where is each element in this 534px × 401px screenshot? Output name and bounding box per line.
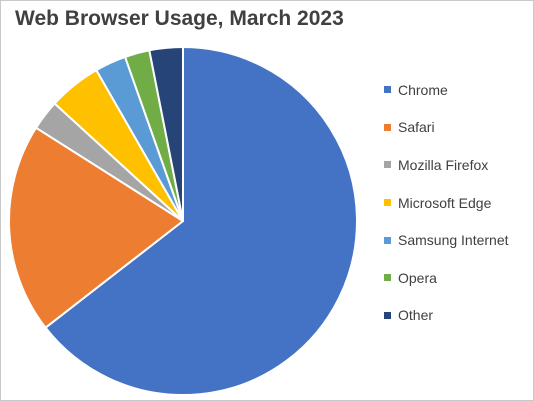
legend-item-chrome: Chrome [384,71,509,109]
legend-item-opera: Opera [384,259,509,297]
legend-item-samsung-internet: Samsung Internet [384,221,509,259]
legend-swatch [384,199,391,207]
pie-slice-chrome [44,46,358,396]
legend-item-safari: Safari [384,109,509,147]
legend-label: Opera [398,269,437,286]
legend-swatch [384,274,391,282]
legend-swatch [384,123,391,131]
legend-item-other: Other [384,297,509,335]
legend-label: Microsoft Edge [398,194,492,211]
legend-swatch [384,161,391,169]
chart-legend: Chrome Safari Mozilla Firefox Microsoft Edg… [384,71,509,334]
legend-label: Safari [398,119,435,136]
legend-item-mozilla-firefox: Mozilla Firefox [384,146,509,184]
chart-title: Web Browser Usage, March 2023 [15,7,344,30]
legend-item-microsoft-edge: Microsoft Edge [384,184,509,222]
legend-label: Samsung Internet [398,232,509,249]
legend-swatch [384,236,391,244]
pie-slice-safari [8,126,184,329]
pie-slice-other [148,46,184,222]
legend-swatch [384,86,391,94]
legend-swatch [384,311,391,319]
legend-label: Chrome [398,81,448,98]
legend-label: Mozilla Firefox [398,156,489,173]
legend-label: Other [398,307,434,324]
